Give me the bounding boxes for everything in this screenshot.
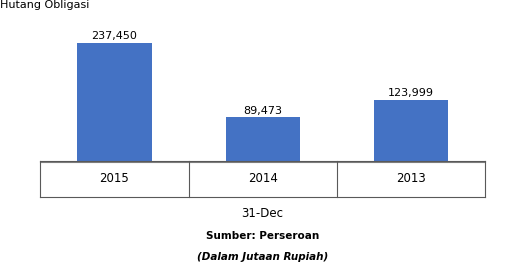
Text: 2015: 2015 (99, 172, 129, 185)
Text: Hutang Obligasi: Hutang Obligasi (0, 0, 89, 10)
Text: 31-Dec: 31-Dec (241, 207, 284, 220)
Bar (226, 117, 299, 162)
Text: 237,450: 237,450 (91, 31, 137, 41)
Bar (374, 100, 448, 162)
Text: 2013: 2013 (396, 172, 426, 185)
Bar (77, 43, 152, 162)
Text: Sumber: Perseroan: Sumber: Perseroan (206, 231, 319, 241)
Text: 89,473: 89,473 (243, 106, 282, 116)
Text: (Dalam Jutaan Rupiah): (Dalam Jutaan Rupiah) (197, 252, 328, 261)
Text: 2014: 2014 (247, 172, 278, 185)
Text: 123,999: 123,999 (388, 88, 434, 98)
